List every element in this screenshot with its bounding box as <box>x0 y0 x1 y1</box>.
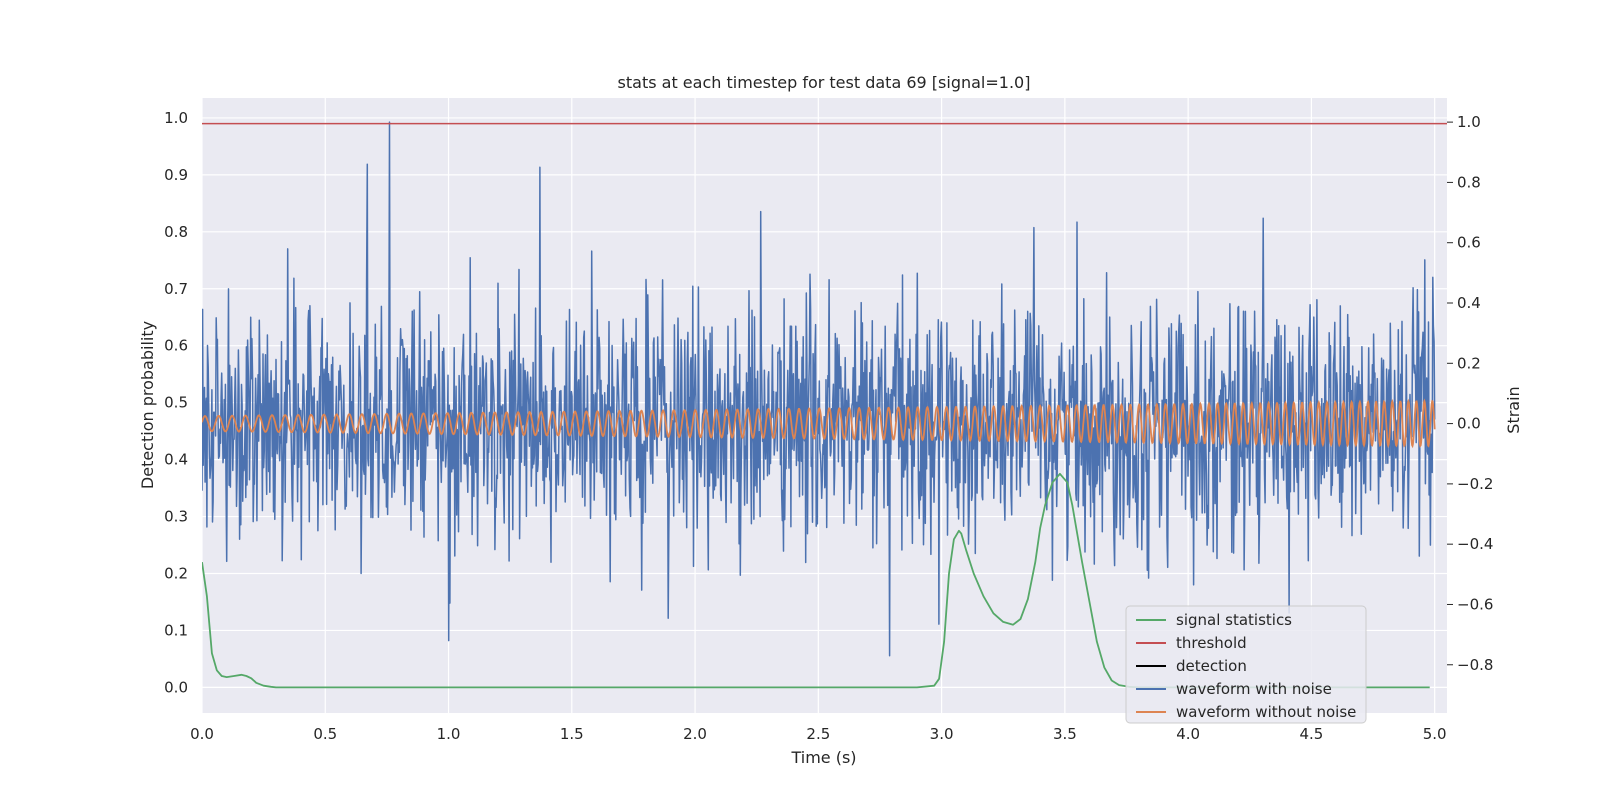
y-tick-label-right: 0.0 <box>1457 415 1481 433</box>
x-tick-label: 5.0 <box>1423 725 1447 743</box>
y-tick-label-right: −0.4 <box>1457 535 1493 553</box>
y-axis-label-left: Detection probability <box>138 321 157 489</box>
x-tick-label: 4.0 <box>1176 725 1200 743</box>
x-axis-label: Time (s) <box>790 748 856 767</box>
y-tick-label-right: 0.2 <box>1457 354 1481 372</box>
y-tick-label-left: 0.5 <box>164 394 188 412</box>
legend-label: detection <box>1176 657 1247 675</box>
legend-label: signal statistics <box>1176 611 1292 629</box>
y-tick-label-left: 0.7 <box>164 280 188 298</box>
legend-item: waveform with noise <box>1136 680 1332 698</box>
y-gridlines <box>202 117 1447 688</box>
legend-label: threshold <box>1176 634 1247 652</box>
x-tick-label: 4.5 <box>1299 725 1323 743</box>
y-tick-labels-left: 0.0 0.1 0.2 0.3 0.4 0.5 0.6 0.7 0.8 0.9 1.0 <box>164 109 188 696</box>
series-layer <box>202 121 1447 689</box>
x-tick-label: 0.5 <box>313 725 337 743</box>
y-tick-label-left: 0.1 <box>164 621 188 639</box>
x-tick-label: 0.0 <box>190 725 214 743</box>
y-tick-label-right: 0.4 <box>1457 294 1481 312</box>
y-tick-label-left: 0.6 <box>164 337 188 355</box>
y-tick-label-left: 0.2 <box>164 564 188 582</box>
x-tick-label: 2.0 <box>683 725 707 743</box>
y-tick-label-left: 0.8 <box>164 223 188 241</box>
series-signal-statistics <box>202 472 1430 689</box>
legend-item: detection <box>1136 657 1247 675</box>
y-tick-labels-right: −0.8 −0.6 −0.4 −0.2 0.0 0.2 0.4 0.6 0.8 1.0 <box>1447 113 1493 674</box>
x-tick-label: 3.5 <box>1053 725 1077 743</box>
legend-item: waveform without noise <box>1136 703 1356 721</box>
y-tick-label-right: −0.6 <box>1457 595 1493 613</box>
y-tick-label-left: 1.0 <box>164 109 188 127</box>
x-tick-label: 1.0 <box>437 725 461 743</box>
y-tick-label-right: 0.8 <box>1457 173 1481 191</box>
x-tick-label: 1.5 <box>560 725 584 743</box>
x-tick-label: 3.0 <box>930 725 954 743</box>
x-tick-labels: 0.0 0.5 1.0 1.5 2.0 2.5 3.0 3.5 4.0 4.5 5.0 <box>190 725 1447 743</box>
y-tick-label-left: 0.9 <box>164 166 188 184</box>
x-tick-label: 2.5 <box>806 725 830 743</box>
y-tick-label-right: −0.8 <box>1457 656 1493 674</box>
y-tick-label-left: 0.0 <box>164 678 188 696</box>
y-tick-label-left: 0.4 <box>164 451 188 469</box>
y-tick-label-right: −0.2 <box>1457 475 1493 493</box>
legend-label: waveform without noise <box>1176 703 1356 721</box>
legend-label: waveform with noise <box>1176 680 1332 698</box>
y-tick-label-right: 0.6 <box>1457 234 1481 252</box>
series-waveform-without-noise <box>202 398 1436 449</box>
legend-item: signal statistics <box>1136 611 1292 629</box>
legend: signal statistics threshold detection wavef… <box>1125 605 1367 724</box>
y-tick-label-left: 0.3 <box>164 508 188 526</box>
legend-box <box>1125 605 1367 724</box>
legend-item: threshold <box>1136 634 1247 652</box>
chart-title: stats at each timestep for test data 69 … <box>618 73 1031 92</box>
y-tick-label-right: 1.0 <box>1457 113 1481 131</box>
y-axis-label-right: Strain <box>1504 386 1523 433</box>
